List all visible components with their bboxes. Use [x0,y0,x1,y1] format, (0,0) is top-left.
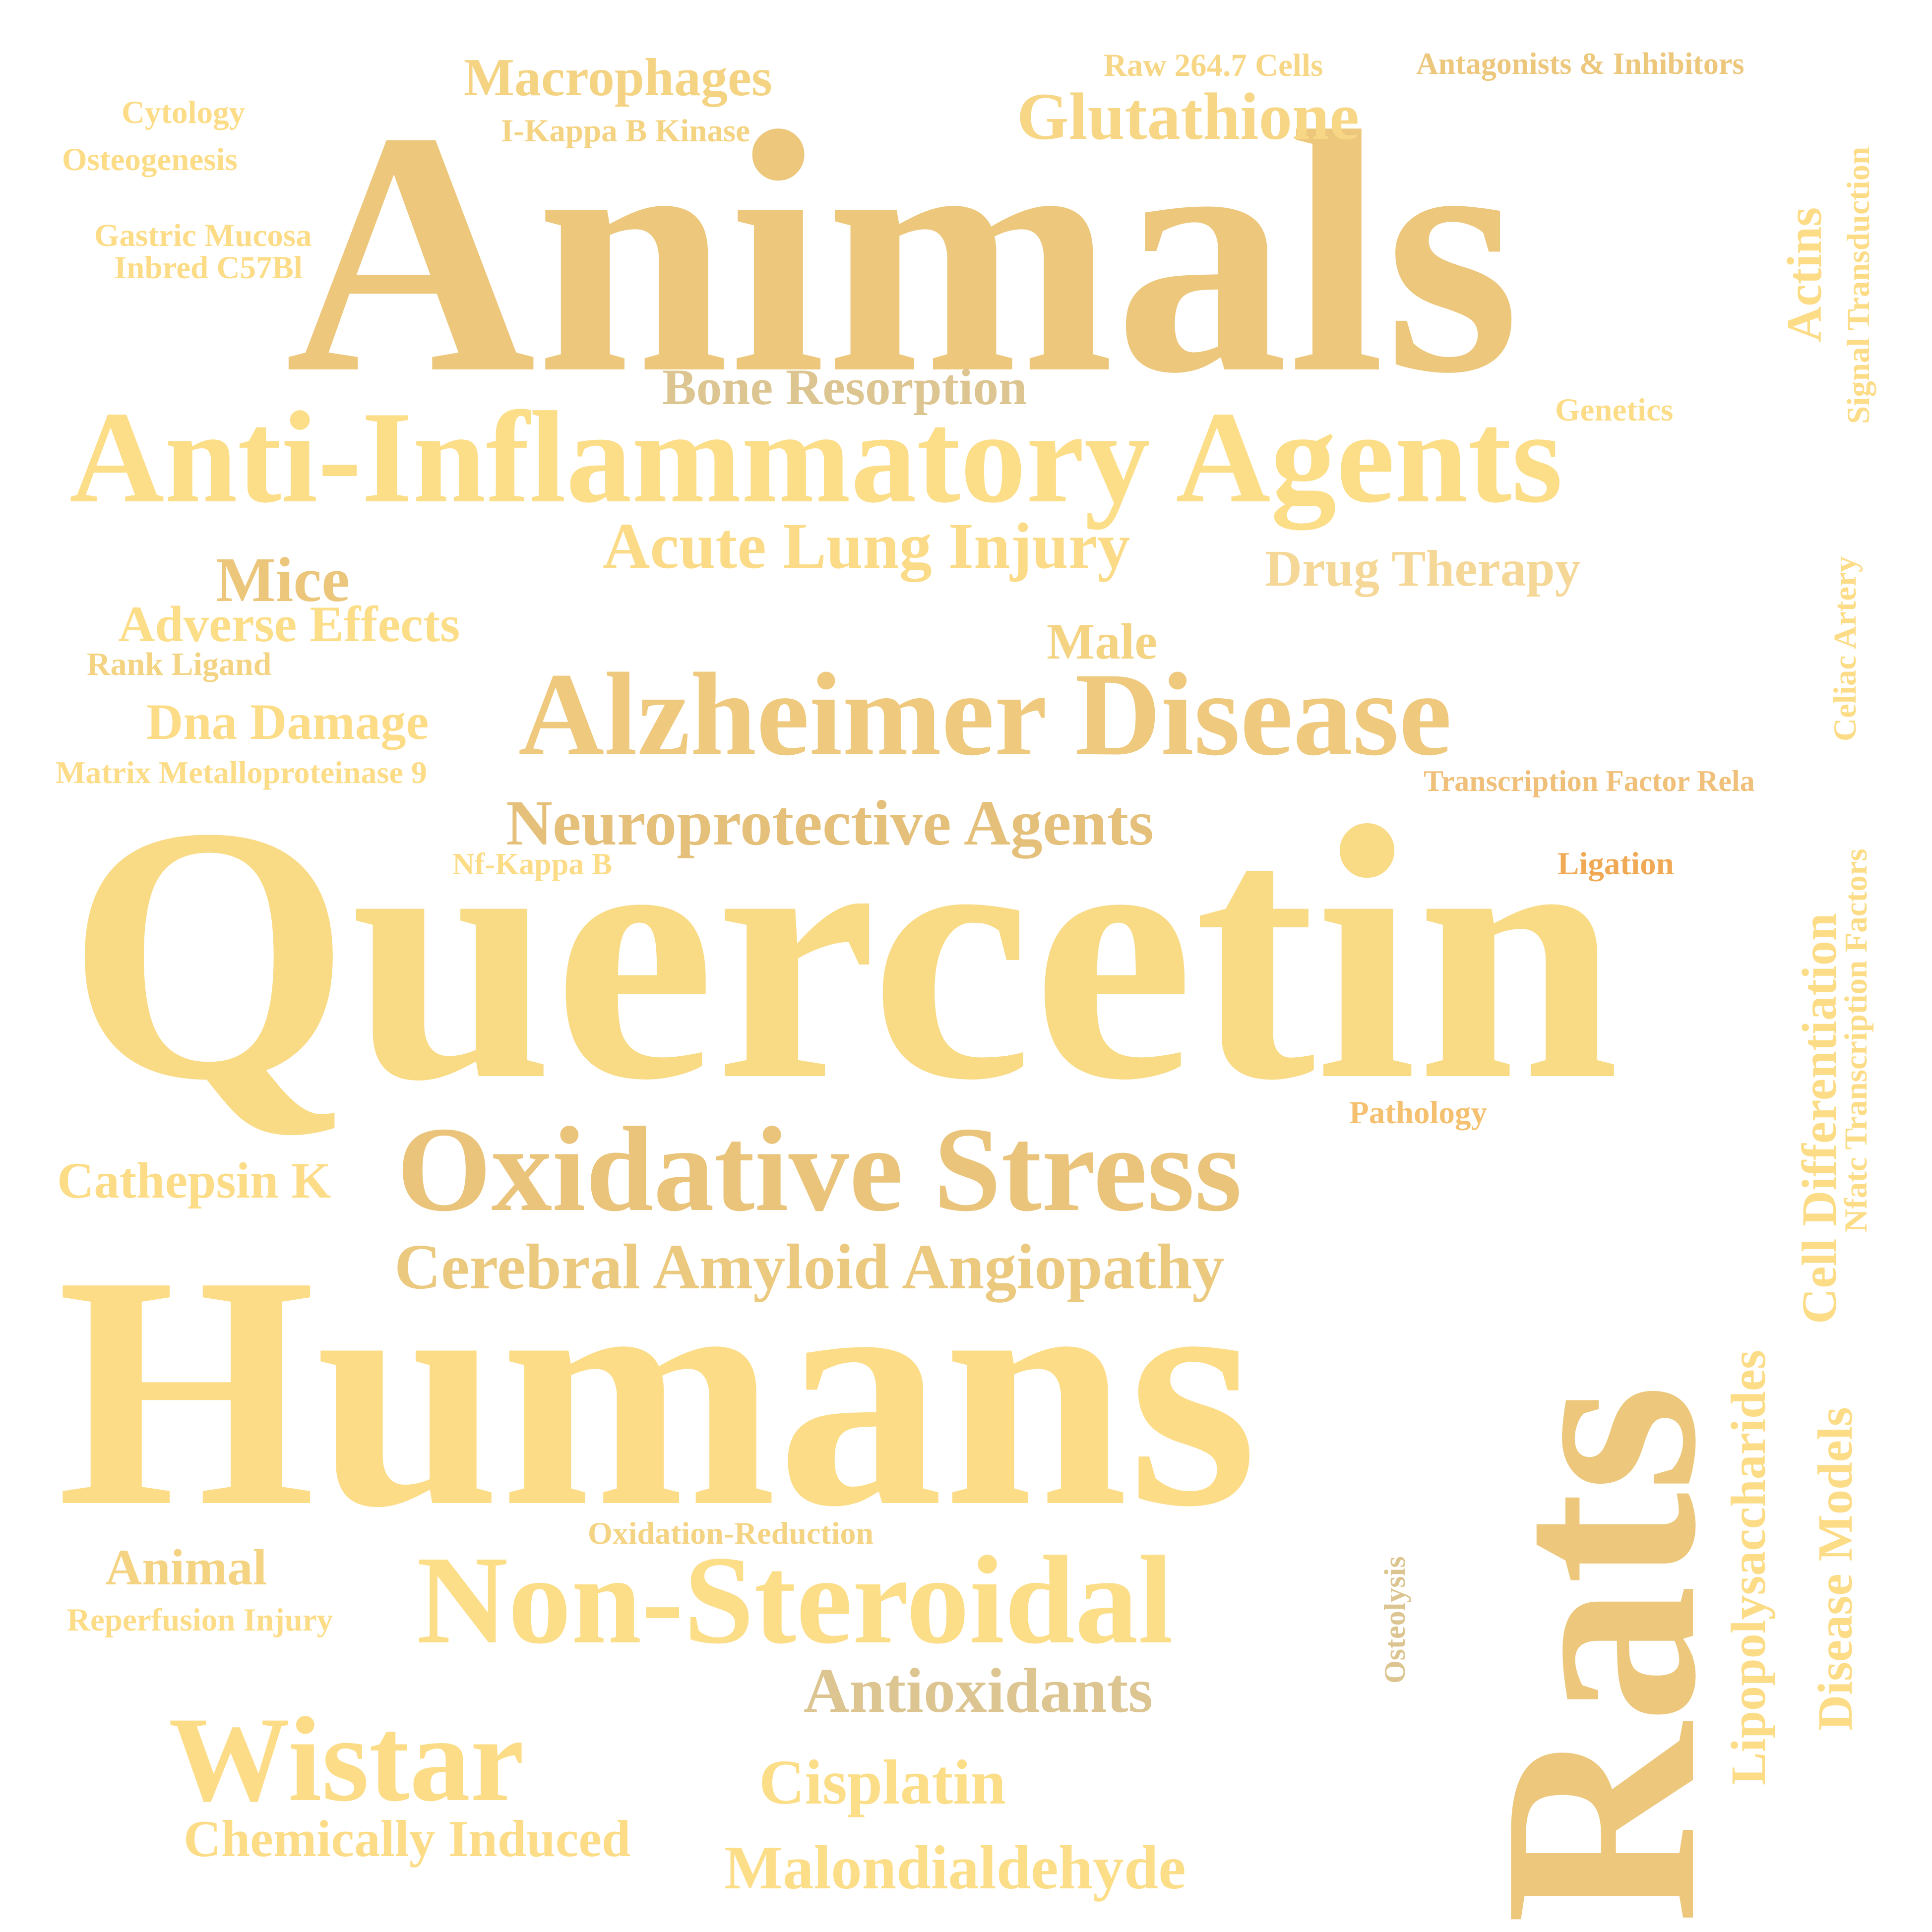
word-inbred-c57bl: Inbred C57Bl [114,250,303,286]
word-macrophages: Macrophages [464,48,772,107]
word-lipopolysaccharides: Lipopolysaccharides [1721,1350,1776,1785]
word-wistar: Wistar [169,1692,524,1826]
word-osteogenesis: Osteogenesis [62,142,238,178]
word-glutathione: Glutathione [1017,80,1360,154]
word-actins: Actins [1777,207,1832,342]
word-raw-264-7-cells: Raw 264.7 Cells [1104,48,1323,83]
word-antagonists-inhibitors: Antagonists & Inhibitors [1416,47,1745,81]
word-transcription-factor-rela: Transcription Factor Rela [1424,765,1755,797]
word-cathepsin-k: Cathepsin K [57,1152,331,1209]
word-oxidative-stress: Oxidative Stress [397,1102,1242,1236]
word-dna-damage: Dna Damage [146,694,429,750]
word-animal: Animal [105,1539,267,1596]
word-signal-transduction: Signal Transduction [1841,146,1876,424]
word-nfatc-transcription-factors: Nfatc Transcription Factors [1838,848,1874,1232]
word-gastric-mucosa: Gastric Mucosa [94,218,312,253]
word-drug-therapy: Drug Therapy [1265,540,1581,597]
word-acute-lung-injury: Acute Lung Injury [603,509,1130,582]
word-animals: Animals [285,60,1520,445]
word-chemically-induced: Chemically Induced [184,1810,631,1868]
word-reperfusion-injury: Reperfusion Injury [67,1602,333,1638]
word-cerebral-amyloid-angiopathy: Cerebral Amyloid Angiopathy [394,1231,1225,1303]
word-bone-resorption: Bone Resorption [662,359,1027,416]
word-ligation: Ligation [1558,846,1674,882]
word-matrix-metalloproteinase-9: Matrix Metalloproteinase 9 [56,755,427,790]
word-disease-models: Disease Models [1807,1407,1863,1731]
word-adverse-effects: Adverse Effects [118,596,460,653]
word-male: Male [1047,613,1158,670]
word-osteolysis: Osteolysis [1378,1556,1411,1684]
word-cytology: Cytology [122,95,246,130]
word-genetics: Genetics [1555,392,1674,428]
word-cisplatin: Cisplatin [759,1747,1006,1817]
word-alzheimer-disease: Alzheimer Disease [518,648,1452,780]
word-humans: Humans [57,1207,1258,1575]
word-mice: Mice [216,544,350,615]
word-oxidation-reduction: Oxidation-Reduction [588,1515,874,1551]
word-antioxidants: Antioxidants [804,1655,1153,1726]
word-pathology: Pathology [1349,1095,1488,1131]
word-celiac-artery: Celiac Artery [1827,556,1863,741]
word-neuroprotective-agents: Neuroprotective Agents [506,787,1154,859]
word-rats: Rats [1446,1384,1753,1924]
word-rank-ligand: Rank Ligand [87,646,272,682]
word-malondialdehyde: Malondialdehyde [724,1834,1186,1902]
word-i-kappa-b-kinase: I-Kappa B Kinase [501,113,750,149]
word-anti-inflammatory-agents: Anti-Inflammatory Agents [69,385,1563,530]
word-nf-kappa-b: Nf-Kappa B [452,847,613,881]
word-quercetin: Quercetin [67,751,1620,1155]
word-non-steroidal: Non-Steroidal [417,1530,1174,1670]
word-cell-differentiation: Cell Differentiation [1792,913,1847,1324]
